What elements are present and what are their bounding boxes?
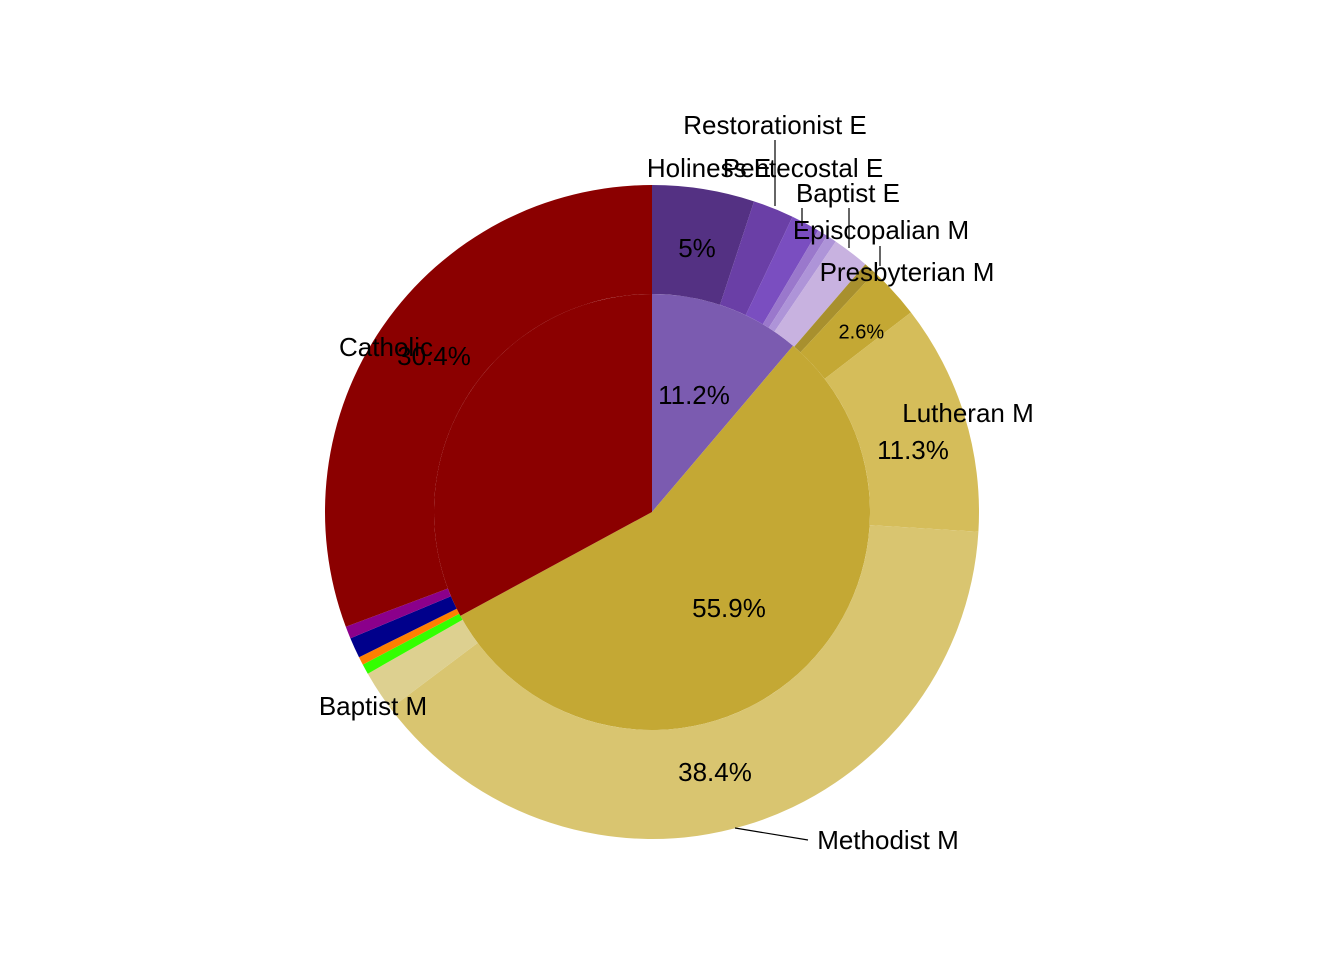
outer-slice-segment-7 (800, 272, 911, 379)
inner-label-evangelical: 11.2% (658, 380, 730, 410)
outer-slice-episcopalian-m (774, 241, 866, 347)
outer-slice-methodist-m (390, 525, 979, 840)
inner-ring (434, 294, 870, 730)
outer-slice-restorationist-e (745, 216, 819, 325)
name-label-catholic: Catholic (339, 332, 433, 362)
outer-slice-baptist-m (367, 619, 478, 709)
outer-slice-pentecostal-e (720, 201, 793, 316)
name-label-restorationist-e: Restorationist E (683, 110, 867, 140)
outer-slice-catholic (325, 185, 652, 627)
outer-slice-segment-12 (359, 608, 460, 665)
outer-slice-segment-3 (762, 230, 828, 328)
outer-slice-holiness-e (652, 185, 755, 305)
name-label-baptist-e: Baptist E (796, 178, 900, 208)
outer-slice-baptist-e (768, 235, 836, 332)
outer-pct-holiness-e: 5% (678, 233, 716, 263)
name-label-lutheran-m: Lutheran M (902, 398, 1034, 428)
inner-slice-evangelical (652, 294, 794, 512)
outer-pct-segment-7: 2.6% (839, 322, 885, 344)
name-label-pentecostal-e: Pentecostal E (723, 153, 883, 183)
inner-slice-mainline (460, 345, 870, 730)
labels: 11.2% 55.9% 5% 2.6% 11.3% 38.4% 30.4% Holiness … (319, 110, 1034, 855)
outer-slice-segment-13 (350, 596, 457, 658)
name-label-methodist-m: Methodist M (817, 825, 959, 855)
inner-label-mainline: 55.9% (692, 593, 766, 623)
inner-slice-other (434, 294, 652, 616)
leader-line-methodist-m (734, 827, 809, 841)
outer-pct-methodist-m: 38.4% (678, 757, 752, 787)
outer-pct-lutheran-m: 11.3% (877, 435, 949, 465)
outer-pct-catholic: 30.4% (397, 341, 471, 371)
outer-slice-presbyterian-m (794, 264, 875, 353)
outer-slice-lutheran-m (824, 312, 980, 532)
name-label-presbyterian-m: Presbyterian M (820, 257, 995, 287)
name-label-episcopalian-m: Episcopalian M (793, 215, 969, 245)
outer-ring (325, 185, 980, 840)
outer-slice-segment-14 (345, 588, 451, 639)
leader-lines (734, 140, 881, 841)
outer-slice-segment-11 (362, 613, 463, 674)
name-label-holiness-e: Holiness E (647, 153, 771, 183)
name-label-baptist-m: Baptist M (319, 691, 427, 721)
